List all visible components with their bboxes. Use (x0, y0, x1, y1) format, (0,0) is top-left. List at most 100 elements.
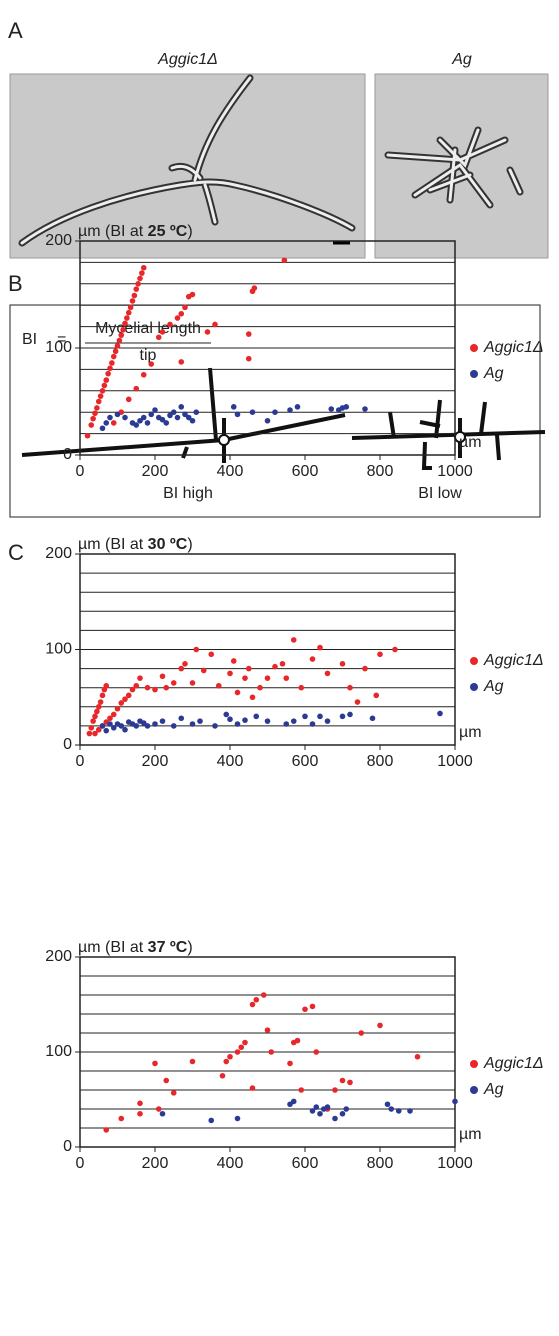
legend-label: Ag (483, 1081, 504, 1098)
point (208, 1117, 215, 1124)
point (298, 1087, 305, 1093)
point (118, 700, 125, 706)
point (343, 1106, 350, 1112)
point (88, 725, 95, 731)
point (155, 334, 162, 341)
point (159, 329, 166, 335)
legend-marker (470, 657, 478, 665)
point (251, 285, 258, 291)
point (362, 665, 368, 672)
point (133, 682, 140, 689)
point (388, 1106, 395, 1112)
point (373, 692, 380, 699)
y-tick-label: 0 (63, 736, 72, 753)
point (163, 1077, 170, 1084)
point (302, 1006, 308, 1013)
point (137, 675, 143, 681)
legend-marker (470, 1086, 478, 1094)
point (309, 656, 316, 662)
point (283, 721, 290, 727)
point (152, 1060, 158, 1067)
point (174, 414, 181, 421)
image-title: Aggic1Δ (157, 51, 218, 68)
point (324, 1104, 331, 1110)
point (189, 417, 196, 424)
point (148, 411, 155, 418)
point (144, 420, 151, 426)
point (290, 637, 297, 643)
point (133, 422, 140, 428)
x-tick-label: 0 (76, 463, 85, 480)
point (264, 417, 271, 424)
point (290, 1098, 297, 1105)
point (193, 409, 200, 416)
point (407, 1108, 413, 1114)
point (347, 711, 353, 718)
point (253, 996, 260, 1003)
x-tick-label: 800 (367, 753, 394, 770)
point (234, 721, 241, 727)
point (103, 377, 110, 383)
point (189, 1058, 196, 1065)
point (230, 404, 237, 410)
chart-title: µm (BI at 30 ºC) (78, 536, 193, 553)
point (249, 409, 256, 416)
point (437, 710, 443, 717)
point (103, 727, 110, 734)
point (118, 332, 125, 338)
point (94, 708, 100, 715)
denominator: tip (140, 347, 157, 364)
point (339, 661, 346, 667)
legend-label: Aggic1Δ (483, 652, 544, 669)
point (84, 432, 91, 439)
point (99, 388, 106, 394)
point (148, 361, 155, 367)
title-part: 25 ºC (148, 223, 188, 240)
panel-label: B (8, 271, 23, 296)
point (144, 684, 151, 691)
point (189, 721, 196, 727)
legend-marker (470, 1060, 478, 1068)
point (118, 1115, 125, 1122)
point (129, 298, 136, 304)
point (140, 264, 147, 271)
micrograph (9, 73, 549, 259)
point (208, 651, 215, 658)
legend-marker (470, 344, 478, 352)
point (358, 1030, 365, 1036)
point (99, 425, 106, 432)
point (140, 371, 147, 378)
point (163, 684, 170, 691)
point (182, 304, 188, 311)
point (122, 414, 128, 421)
legend-label: Ag (483, 678, 504, 695)
point (109, 360, 115, 366)
point (178, 715, 185, 722)
point (110, 725, 117, 731)
point (414, 1053, 421, 1060)
point (107, 721, 113, 727)
point (452, 1098, 458, 1105)
x-tick-label: 400 (217, 463, 244, 480)
caption: BI low (418, 485, 462, 502)
point (227, 670, 233, 677)
y-tick-label: 100 (45, 1043, 72, 1060)
point (118, 723, 125, 729)
numerator: Mycelial length (95, 320, 201, 337)
point (122, 726, 128, 733)
legend-marker (470, 683, 478, 691)
point (112, 348, 119, 355)
point (242, 1039, 248, 1046)
point (125, 396, 132, 403)
point (294, 1037, 301, 1044)
point (347, 684, 353, 691)
point (234, 1115, 241, 1122)
point (392, 646, 398, 653)
point (114, 343, 121, 349)
point (234, 689, 241, 696)
point (197, 718, 203, 724)
point (103, 420, 110, 426)
point (260, 992, 267, 998)
x-tick-label: 600 (292, 1155, 319, 1172)
point (272, 663, 278, 670)
